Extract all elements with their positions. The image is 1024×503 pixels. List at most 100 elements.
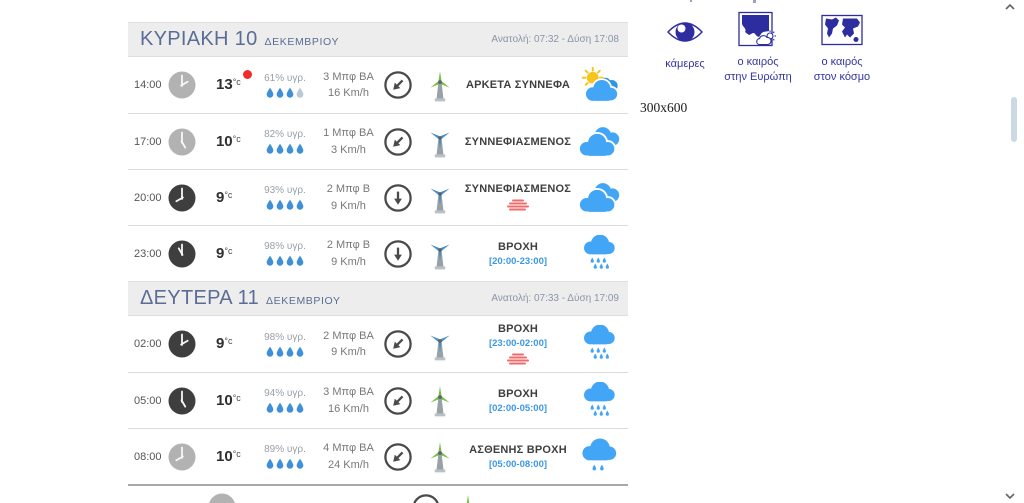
forecast-row: 14:00 13°c 61% υγρ. 3 Μπφ ΒΑ 16 Km/h bbox=[128, 57, 628, 113]
humidity-drop-icon bbox=[266, 143, 274, 154]
rain-icon bbox=[583, 381, 615, 416]
scrollbar-thumb[interactable] bbox=[1011, 97, 1017, 142]
day-title-group: ΔΕΥΤΕΡΑ 11 ΔΕΚΕΜΒΡΙΟΥ bbox=[140, 287, 341, 310]
weather-condition: ΑΡΚΕΤΑ ΣΥΝΝΕΦΑ bbox=[465, 79, 571, 91]
temperature-value: 9°c bbox=[215, 188, 233, 206]
wind-force: 2 Μπφ ΒΑ bbox=[323, 329, 374, 342]
wind-force: 1 Μπφ ΒΑ bbox=[323, 127, 374, 139]
sidebar-item-label: κάμερες bbox=[665, 58, 705, 70]
wind-arrow-group bbox=[393, 136, 404, 147]
row-time: 23:00 bbox=[134, 247, 162, 260]
forecast-row: 20:00 9°c 93% υγρ. 2 Μπφ Β 9 Km/h bbox=[128, 169, 628, 225]
temperature-value: 9°c bbox=[216, 335, 233, 352]
sidebar-item-europe-weather[interactable]: ο καιρός στην Ευρώπη bbox=[717, 11, 799, 85]
humidity-drop-icon bbox=[276, 346, 284, 357]
clock-icon bbox=[168, 330, 196, 358]
humidity-drop-icon bbox=[266, 199, 274, 210]
turbine-rotor bbox=[430, 70, 450, 88]
temperature-value: 9°c bbox=[216, 244, 233, 262]
humidity-drops bbox=[256, 255, 314, 266]
weather-condition: ΒΡΟΧΗ bbox=[497, 387, 539, 400]
day-section: ΚΥΡΙΑΚΗ 10 ΔΕΚΕΜΒΡΙΟΥ Ανατολή: 07:32 - Δύ… bbox=[128, 22, 628, 281]
sidebar-item-world-weather[interactable]: ο καιρός στον κόσμο bbox=[800, 11, 884, 85]
wind-direction-icon bbox=[384, 330, 412, 358]
day-section: ΔΕΥΤΕΡΑ 11 ΔΕΚΕΜΒΡΙΟΥ Ανατολή: 07:33 - Δύ… bbox=[128, 281, 628, 484]
turbine-rotor bbox=[430, 385, 450, 403]
wind-turbine-icon bbox=[430, 385, 450, 417]
mist-icon bbox=[507, 353, 529, 364]
rain-icon bbox=[583, 234, 615, 269]
temperature-value: 10°c bbox=[215, 132, 241, 150]
europe-map-icon bbox=[738, 11, 776, 47]
day-header: ΚΥΡΙΑΚΗ 10 ΔΕΚΕΜΒΡΙΟΥ Ανατολή: 07:32 - Δύ… bbox=[128, 22, 628, 57]
humidity-drop-icon bbox=[296, 199, 304, 210]
clipped-content-fragment bbox=[753, 0, 756, 3]
sunrise-sunset-info: Ανατολή: 07:33 - Δύση 17:09 bbox=[491, 293, 619, 304]
time-range: [23:00-02:00] bbox=[488, 337, 548, 349]
partial-row-clipped bbox=[128, 484, 628, 503]
rain-icon bbox=[583, 325, 615, 359]
camera-eye-icon bbox=[667, 22, 703, 42]
time-range: [02:00-05:00] bbox=[488, 402, 548, 414]
wind-speed: 24 Km/h bbox=[328, 458, 369, 471]
clipped-content-fragment bbox=[690, 0, 692, 2]
sun-cloud-icon bbox=[581, 66, 619, 103]
humidity-drop-icon bbox=[296, 143, 304, 154]
weather-condition: ΑΣΘΕΝΗΣ ΒΡΟΧΗ bbox=[469, 443, 567, 456]
humidity-value: 82% υγρ. bbox=[264, 129, 306, 140]
humidity-drop-icon bbox=[276, 87, 284, 98]
forecast-row: 05:00 10°c 94% υγρ. 3 Μπφ ΒΑ 16 Km/h bbox=[128, 372, 628, 428]
humidity-drop-icon bbox=[296, 458, 304, 469]
wind-direction-icon bbox=[384, 71, 412, 99]
wind-direction-icon bbox=[384, 239, 412, 268]
current-indicator-dot bbox=[243, 70, 252, 79]
wind-force: 2 Μπφ Β bbox=[326, 239, 371, 251]
wind-turbine-icon bbox=[430, 132, 450, 158]
humidity-drops bbox=[256, 346, 314, 357]
sidebar-item-cameras[interactable]: κάμερες bbox=[645, 13, 725, 72]
forecast-row: 08:00 10°c 89% υγρ. 4 Μπφ ΒΑ 24 Km/h bbox=[128, 428, 628, 484]
wind-speed: 9 Km/h bbox=[331, 346, 366, 358]
row-time: 20:00 bbox=[134, 191, 162, 204]
time-range: [05:00-08:00] bbox=[488, 458, 548, 470]
light-rain-icon bbox=[581, 437, 616, 470]
humidity-drop-icon bbox=[266, 458, 274, 469]
weather-condition: ΒΡΟΧΗ bbox=[497, 240, 539, 253]
humidity-value: 61% υγρ. bbox=[264, 72, 306, 84]
humidity-value: 94% υγρ. bbox=[264, 388, 306, 399]
ad-placeholder-label: 300x600 bbox=[640, 100, 688, 115]
humidity-drop-icon bbox=[266, 87, 274, 98]
clock-icon bbox=[168, 387, 196, 414]
wind-speed: 3 Km/h bbox=[330, 143, 366, 156]
temperature-value: 10°c bbox=[216, 447, 241, 465]
wind-speed: 16 Km/h bbox=[328, 402, 369, 415]
scrollbar-up-arrow[interactable] bbox=[1004, 3, 1016, 11]
scrollbar-down-arrow[interactable] bbox=[1004, 492, 1016, 500]
humidity-drop-icon bbox=[276, 402, 284, 413]
humidity-drop-icon bbox=[276, 255, 284, 266]
wind-turbine-icon bbox=[466, 494, 470, 503]
wind-direction-icon bbox=[384, 442, 412, 471]
humidity-drop-icon bbox=[276, 143, 284, 154]
humidity-value: 89% υγρ. bbox=[264, 444, 306, 455]
row-time: 14:00 bbox=[134, 79, 162, 91]
wind-speed: 9 Km/h bbox=[331, 255, 366, 268]
clock-icon bbox=[168, 443, 196, 470]
wind-force: 3 Μπφ ΒΑ bbox=[323, 386, 374, 398]
day-month: ΔΕΚΕΜΒΡΙΟΥ bbox=[266, 295, 341, 307]
row-time: 17:00 bbox=[134, 135, 162, 148]
humidity-drop-icon bbox=[296, 346, 304, 357]
humidity-drop-icon bbox=[266, 255, 274, 266]
wind-arrow-group bbox=[393, 451, 404, 462]
weather-condition: ΣΥΝΝΕΦΙΑΣΜΕΝΟΣ bbox=[464, 183, 572, 195]
forecast-row: 02:00 9°c 98% υγρ. 2 Μπφ ΒΑ 9 Km/h bbox=[128, 316, 628, 372]
humidity-drop-icon bbox=[286, 87, 294, 98]
row-time: 05:00 bbox=[134, 394, 162, 407]
day-rows: 14:00 13°c 61% υγρ. 3 Μπφ ΒΑ 16 Km/h bbox=[128, 57, 628, 281]
humidity-value: 98% υγρ. bbox=[264, 241, 306, 252]
humidity-drop-icon bbox=[286, 143, 294, 154]
forecast-table: ΚΥΡΙΑΚΗ 10 ΔΕΚΕΜΒΡΙΟΥ Ανατολή: 07:32 - Δύ… bbox=[128, 22, 628, 503]
turbine-rotor bbox=[430, 132, 450, 150]
humidity-drop-icon bbox=[286, 402, 294, 413]
humidity-drop-icon bbox=[296, 402, 304, 413]
